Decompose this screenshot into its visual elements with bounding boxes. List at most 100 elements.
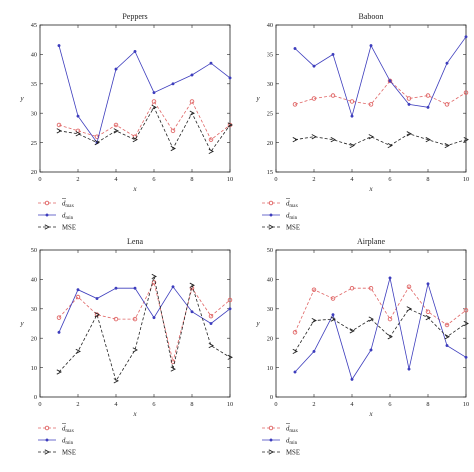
y-tick-label: 40 [31,52,37,59]
chart-title: Baboon [359,12,384,21]
data-point-mse [349,328,355,334]
y-tick-label: 20 [31,169,37,176]
data-point-dmax [406,96,412,101]
data-point-dmax [330,93,336,98]
y-axis-label: y [19,95,24,103]
data-point-mse [151,104,157,110]
data-point-mse [444,334,450,340]
data-point-dmin [190,73,194,77]
data-point-dmax [208,313,214,319]
data-point-dmin [152,316,156,320]
legend-marker-dmax [44,425,50,431]
plot-frame [275,249,467,398]
data-point-dmin [464,35,468,39]
x-tick-label: 10 [227,176,233,183]
legend-marker-mse [44,449,50,455]
data-point-mse [444,142,450,149]
y-tick-label: 50 [267,247,273,254]
data-point-mse [349,142,355,149]
legend-label-base: d [62,425,66,432]
legend-label-base: d [286,212,290,219]
chart-title: Airplane [357,237,385,246]
legend-marker-dmax [44,200,50,206]
data-point-dmin [76,288,80,292]
data-point-mse [463,320,469,327]
data-point-dmax [444,322,450,328]
data-point-dmax [311,287,317,292]
data-point-mse [368,316,374,322]
legend-label-base: d [286,200,290,207]
data-point-dmin [228,76,232,80]
series-line-mse [294,133,467,146]
data-point-dmin [57,330,61,334]
series-line-dmin [58,45,231,144]
series-line-dmin [294,36,467,118]
legend-label-base: d [62,212,66,219]
y-axis-label: y [255,95,260,103]
legend-label-sub: max [289,204,298,209]
data-point-dmax [75,294,81,300]
legend-marker-dmin [45,438,49,442]
data-point-mse [227,122,233,128]
data-point-dmax [349,285,355,291]
y-tick-label: 30 [31,306,37,313]
legend-marker-dmin [269,438,273,442]
data-point-dmin [209,61,213,65]
legend-label-sub: min [65,441,73,446]
series-line-mse [294,308,467,352]
data-point-dmax [292,330,298,335]
legend-label-base: d [286,437,290,444]
data-point-dmax [227,297,233,303]
series-line-dmax [294,286,467,333]
y-tick-label: 30 [31,110,37,117]
x-tick-label: 4 [114,401,118,408]
data-point-dmax [463,308,469,313]
legend-marker-dmax [268,200,274,206]
data-point-mse [387,142,393,149]
legend-label-dmax: dmax [286,425,299,434]
data-point-mse [132,347,138,353]
x-tick-label: 8 [426,176,429,183]
x-tick-label: 0 [274,176,277,183]
data-point-dmax [387,78,393,84]
y-axis-label: y [255,320,260,328]
data-point-dmin [190,310,194,314]
data-point-dmin [350,377,354,381]
y-axis-label: y [19,320,24,328]
x-axis-label: x [368,185,373,193]
data-point-dmin [331,52,335,56]
data-point-dmax [170,128,176,134]
y-tick-label: 35 [267,52,273,59]
data-point-mse [208,342,214,349]
data-point-mse [94,312,100,318]
data-point-dmin [133,49,137,53]
data-point-mse [368,134,374,140]
plot-frame [39,24,231,173]
legend-label-mse: MSE [62,224,76,231]
y-tick-label: 20 [267,140,273,147]
y-tick-label: 30 [267,81,273,88]
data-point-mse [113,128,119,134]
x-tick-label: 10 [463,176,469,183]
chart-title: Peppers [122,12,147,21]
x-tick-label: 0 [38,401,41,408]
data-point-dmin [76,114,80,118]
y-tick-label: 0 [270,394,273,401]
data-point-dmax [406,284,412,290]
x-tick-label: 4 [350,401,354,408]
data-point-dmin [209,322,213,326]
x-tick-label: 0 [274,401,277,408]
data-point-mse [406,306,412,312]
data-point-dmax [311,96,317,101]
y-tick-label: 50 [31,247,37,254]
data-point-dmin [407,102,411,106]
data-point-dmax [292,102,298,107]
x-tick-label: 0 [38,176,41,183]
legend-marker-mse [268,224,274,230]
data-point-dmax [425,93,431,98]
legend-label-base: d [62,200,66,207]
data-point-dmin [426,105,430,109]
x-tick-label: 4 [114,176,118,183]
y-tick-label: 10 [31,365,37,372]
